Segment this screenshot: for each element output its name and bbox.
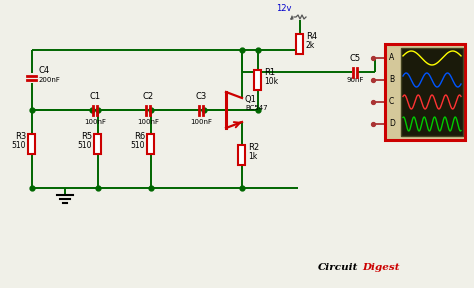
- Bar: [238, 145, 246, 165]
- Text: 510: 510: [78, 141, 92, 150]
- Text: C: C: [389, 98, 394, 107]
- Text: 510: 510: [11, 141, 26, 150]
- Text: B: B: [389, 75, 394, 84]
- Bar: [147, 134, 155, 154]
- Bar: [297, 34, 303, 54]
- Bar: [28, 134, 36, 154]
- Bar: [255, 70, 262, 90]
- Text: R1: R1: [264, 68, 275, 77]
- Text: R3: R3: [15, 132, 26, 141]
- Text: 10k: 10k: [264, 77, 278, 86]
- Text: 1k: 1k: [248, 152, 257, 161]
- Bar: [401, 48, 463, 136]
- Text: R6: R6: [134, 132, 145, 141]
- Text: Q1: Q1: [245, 95, 257, 104]
- Text: 100nF: 100nF: [84, 119, 106, 125]
- Text: R2: R2: [248, 143, 259, 152]
- Text: C2: C2: [143, 92, 154, 101]
- Text: Circuit: Circuit: [318, 263, 358, 272]
- Text: 12v: 12v: [276, 4, 292, 13]
- Text: C3: C3: [195, 92, 207, 101]
- Bar: [385, 44, 465, 140]
- Text: Digest: Digest: [363, 263, 400, 272]
- Text: 100nF: 100nF: [137, 119, 159, 125]
- Text: 2k: 2k: [306, 41, 315, 50]
- Text: 100nF: 100nF: [190, 119, 212, 125]
- Bar: [94, 134, 101, 154]
- Text: R5: R5: [81, 132, 92, 141]
- Text: C5: C5: [349, 54, 361, 63]
- Text: A: A: [389, 54, 394, 62]
- Text: C1: C1: [90, 92, 100, 101]
- Text: 510: 510: [130, 141, 145, 150]
- Text: 200nF: 200nF: [39, 77, 61, 83]
- Text: R4: R4: [306, 32, 317, 41]
- Text: BC547: BC547: [245, 105, 268, 111]
- Text: C4: C4: [39, 66, 50, 75]
- Text: D: D: [389, 120, 395, 128]
- Text: 90nF: 90nF: [346, 77, 364, 83]
- Bar: [401, 48, 463, 136]
